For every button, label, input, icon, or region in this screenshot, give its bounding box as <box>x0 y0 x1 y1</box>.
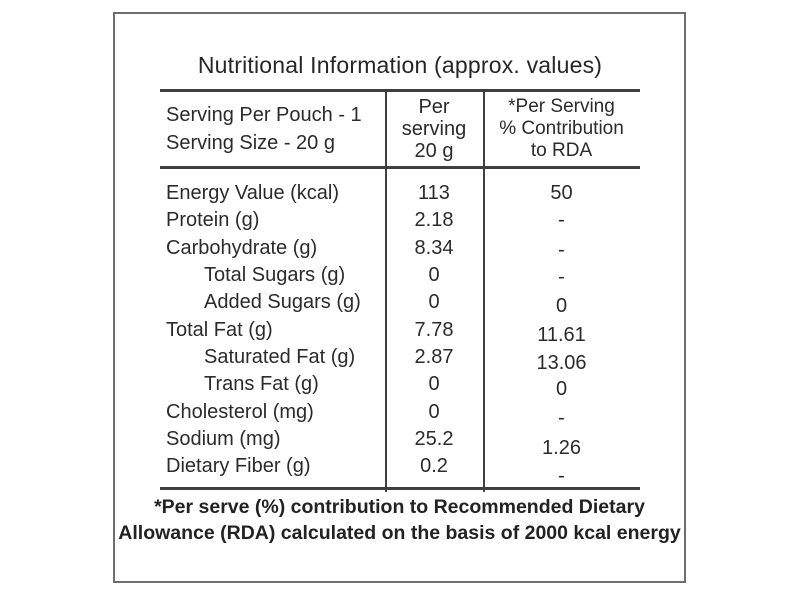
nutrient-label: Total Sugars (g) <box>204 264 346 287</box>
table-title: Nutritional Information (approx. values) <box>197 52 603 78</box>
nutrient-row: Carbohydrate (g) 8.34 - <box>160 235 640 262</box>
nutrient-label: Dietary Fiber (g) <box>166 455 311 478</box>
nutrient-label: Protein (g) <box>166 209 260 232</box>
per-serving-value: 8.34 <box>414 236 454 259</box>
per-serving-value: 25.2 <box>414 427 454 450</box>
nutrient-label: Trans Fat (g) <box>204 373 319 396</box>
nutrient-row: Energy Value (kcal) 113 50 <box>160 180 640 207</box>
per-serving-value: 2.18 <box>414 209 454 232</box>
nutrient-table-body: Energy Value (kcal) 113 50 Protein (g) 2… <box>160 166 640 487</box>
table-header: Serving Per Pouch - 1 Serving Size - 20 … <box>160 92 640 166</box>
rda-head-line: *Per Serving <box>508 96 615 117</box>
column-divider-2 <box>483 89 485 492</box>
serving-size: Serving Size - 20 g <box>166 132 335 154</box>
rda-value: 50 <box>550 182 573 205</box>
rda-value: 1.26 <box>542 436 581 459</box>
rda-footnote-line2: Allowance (RDA) calculated on the basis … <box>118 521 681 544</box>
nutrient-row: Protein (g) 2.18 - <box>160 207 640 234</box>
per-serving-value: 113 <box>418 182 450 205</box>
rda-value: - <box>558 209 565 232</box>
nutrient-row: Total Fat (g) 7.78 11.61 <box>160 316 640 346</box>
rda-value: 0 <box>555 295 568 318</box>
nutrient-label: Total Fat (g) <box>166 318 273 341</box>
per-serving-head-line: 20 g <box>414 140 454 162</box>
rda-value: 11.61 <box>537 323 586 346</box>
nutrient-label: Energy Value (kcal) <box>166 182 340 205</box>
nutrient-row: Added Sugars (g) 0 0 <box>160 289 640 318</box>
per-serving-value: 0 <box>428 373 440 396</box>
nutrient-label: Sodium (mg) <box>166 427 281 450</box>
nutrition-label-frame: Nutritional Information (approx. values)… <box>113 12 686 583</box>
per-serving-value: 0.2 <box>420 455 448 478</box>
rda-footnote: *Per serve (%) contribution to Recommend… <box>115 495 684 546</box>
nutrient-row: Saturated Fat (g) 2.87 13.06 <box>160 344 640 374</box>
top-rule <box>160 89 640 92</box>
rda-value: 13.06 <box>536 351 587 374</box>
per-serving-value: 2.87 <box>414 345 454 368</box>
header-rule <box>160 166 640 169</box>
per-serving-value: 0 <box>428 291 440 314</box>
per-serving-value: 0 <box>428 264 440 287</box>
nutrient-label: Saturated Fat (g) <box>204 345 356 368</box>
per-serving-value: 7.78 <box>414 318 454 341</box>
nutrient-row: Cholesterol (mg) 0 - <box>160 398 640 429</box>
nutrient-row: Sodium (mg) 25.2 1.26 <box>160 426 640 459</box>
nutrient-label: Carbohydrate (g) <box>166 236 318 259</box>
nutrient-label: Cholesterol (mg) <box>166 400 314 423</box>
serving-per-pouch: Serving Per Pouch - 1 <box>166 104 362 126</box>
rda-value: - <box>558 465 565 488</box>
rda-value: - <box>558 238 565 261</box>
rda-value: - <box>558 406 565 429</box>
header-rda-column: *Per Serving % Contribution to RDA <box>483 92 640 166</box>
rda-head-line: % Contribution <box>499 118 624 139</box>
nutrient-row: Trans Fat (g) 0 0 <box>160 371 640 401</box>
bottom-rule <box>160 487 640 490</box>
per-serving-head-line: Per <box>418 96 450 118</box>
per-serving-head-line: serving <box>401 118 467 140</box>
rda-head-line: to RDA <box>530 140 593 161</box>
per-serving-value: 0 <box>428 400 440 423</box>
header-serving-info: Serving Per Pouch - 1 Serving Size - 20 … <box>160 92 385 166</box>
column-divider-1 <box>385 89 387 492</box>
header-per-serving-column: Per serving 20 g <box>385 92 483 166</box>
nutrient-row: Dietary Fiber (g) 0.2 - <box>160 453 640 487</box>
nutrient-row: Total Sugars (g) 0 - <box>160 262 640 289</box>
rda-footnote-line1: *Per serve (%) contribution to Recommend… <box>154 496 645 518</box>
rda-value: 0 <box>555 378 568 401</box>
nutrient-label: Added Sugars (g) <box>204 291 361 314</box>
rda-value: - <box>558 266 565 289</box>
